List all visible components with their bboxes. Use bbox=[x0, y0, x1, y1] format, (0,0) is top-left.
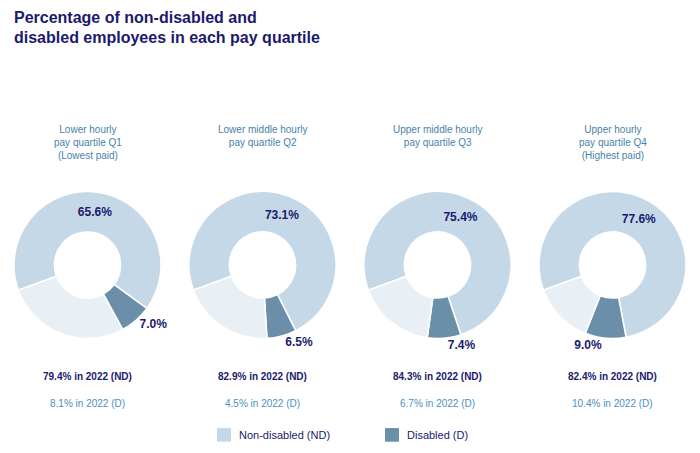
svg-text:10.4% in 2022 (D): 10.4% in 2022 (D) bbox=[572, 398, 653, 409]
svg-text:Upper middle hourlypay quartil: Upper middle hourlypay quartile Q3 bbox=[393, 124, 483, 148]
svg-text:8.1% in 2022 (D): 8.1% in 2022 (D) bbox=[50, 398, 125, 409]
svg-text:75.4%: 75.4% bbox=[443, 210, 477, 224]
svg-text:7.0%: 7.0% bbox=[139, 317, 167, 331]
svg-text:Lower middle hourlypay quartil: Lower middle hourlypay quartile Q2 bbox=[218, 124, 308, 148]
svg-text:82.9% in 2022 (ND): 82.9% in 2022 (ND) bbox=[218, 371, 307, 382]
svg-text:73.1%: 73.1% bbox=[265, 208, 299, 222]
svg-text:84.3% in 2022 (ND): 84.3% in 2022 (ND) bbox=[393, 371, 482, 382]
svg-text:9.0%: 9.0% bbox=[574, 338, 602, 352]
svg-text:Percentage of non-disabled and: Percentage of non-disabled anddisabled e… bbox=[14, 9, 320, 47]
svg-text:Non-disabled (ND): Non-disabled (ND) bbox=[239, 429, 330, 441]
svg-text:6.7% in 2022 (D): 6.7% in 2022 (D) bbox=[400, 398, 475, 409]
svg-text:Disabled (D): Disabled (D) bbox=[407, 429, 468, 441]
svg-text:6.5%: 6.5% bbox=[285, 335, 313, 349]
svg-text:77.6%: 77.6% bbox=[622, 212, 656, 226]
svg-text:Upper hourlypay quartile Q4(Hi: Upper hourlypay quartile Q4(Highest paid… bbox=[579, 124, 647, 161]
svg-text:Lower hourlypay quartile Q1(Lo: Lower hourlypay quartile Q1(Lowest paid) bbox=[54, 124, 122, 161]
svg-text:7.4%: 7.4% bbox=[448, 338, 476, 352]
svg-text:4.5% in 2022 (D): 4.5% in 2022 (D) bbox=[225, 398, 300, 409]
svg-text:65.6%: 65.6% bbox=[78, 205, 112, 219]
svg-text:79.4% in 2022 (ND): 79.4% in 2022 (ND) bbox=[43, 371, 132, 382]
svg-text:82.4% in 2022 (ND): 82.4% in 2022 (ND) bbox=[568, 371, 657, 382]
